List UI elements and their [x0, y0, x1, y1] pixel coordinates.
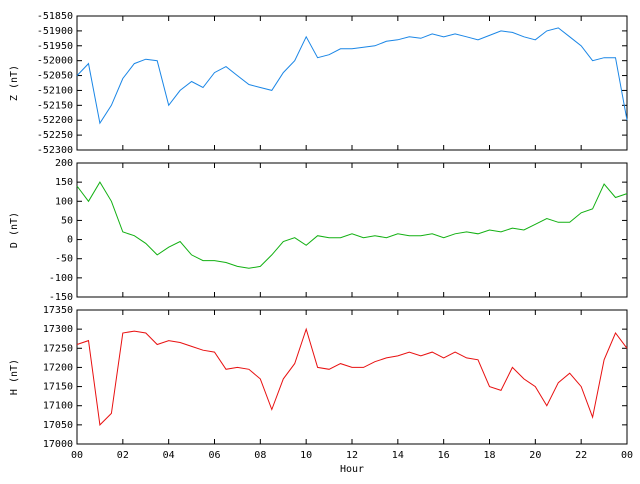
y-tick-label: 100	[55, 196, 73, 207]
y-tick-label: 17150	[43, 382, 73, 393]
x-tick-label: 22	[575, 450, 587, 461]
x-tick-label: 14	[392, 450, 404, 461]
y-tick-label: -100	[49, 273, 73, 284]
y-tick-label: -52300	[37, 145, 73, 156]
x-tick-label: 00	[71, 450, 83, 461]
y-tick-label: -52100	[37, 85, 73, 96]
y-tick-label: 200	[55, 158, 73, 169]
y-tick-label: 17300	[43, 324, 73, 335]
y-tick-label: -52150	[37, 100, 73, 111]
x-tick-label: 10	[300, 450, 312, 461]
x-tick-label: 12	[346, 450, 358, 461]
y-tick-label: 17000	[43, 439, 73, 450]
y-tick-label: 17350	[43, 305, 73, 316]
plot-frame	[76, 309, 628, 445]
data-line	[76, 327, 628, 426]
y-tick-label: 17250	[43, 343, 73, 354]
x-tick-label: 08	[254, 450, 266, 461]
y-tick-label: -52050	[37, 71, 73, 82]
x-axis-label: Hour	[340, 464, 364, 475]
y-axis-label: D (nT)	[9, 212, 20, 248]
y-tick-label: 0	[67, 235, 73, 246]
data-line	[76, 27, 628, 125]
x-tick-label: 00	[621, 450, 633, 461]
data-line	[76, 181, 628, 269]
x-tick-label: 02	[117, 450, 129, 461]
x-tick-label: 18	[483, 450, 495, 461]
y-tick-label: -51900	[37, 26, 73, 37]
y-tick-label: -52250	[37, 130, 73, 141]
y-tick-label: 17200	[43, 362, 73, 373]
x-tick-label: 04	[163, 450, 175, 461]
y-tick-label: -150	[49, 292, 73, 303]
y-tick-label: -52200	[37, 115, 73, 126]
y-tick-label: -50	[55, 254, 73, 265]
y-tick-label: 17100	[43, 401, 73, 412]
plot-frame	[76, 15, 628, 151]
y-tick-label: 17050	[43, 420, 73, 431]
x-tick-label: 16	[438, 450, 450, 461]
y-tick-label: -51950	[37, 41, 73, 52]
y-tick-label: 50	[61, 215, 73, 226]
x-tick-label: 20	[529, 450, 541, 461]
x-tick-label: 06	[208, 450, 220, 461]
y-tick-label: 150	[55, 177, 73, 188]
y-axis-label: Z (nT)	[9, 65, 20, 101]
y-tick-label: -52000	[37, 56, 73, 67]
y-tick-label: -51850	[37, 11, 73, 22]
y-axis-label: H (nT)	[9, 359, 20, 395]
plot-frame	[76, 162, 628, 298]
